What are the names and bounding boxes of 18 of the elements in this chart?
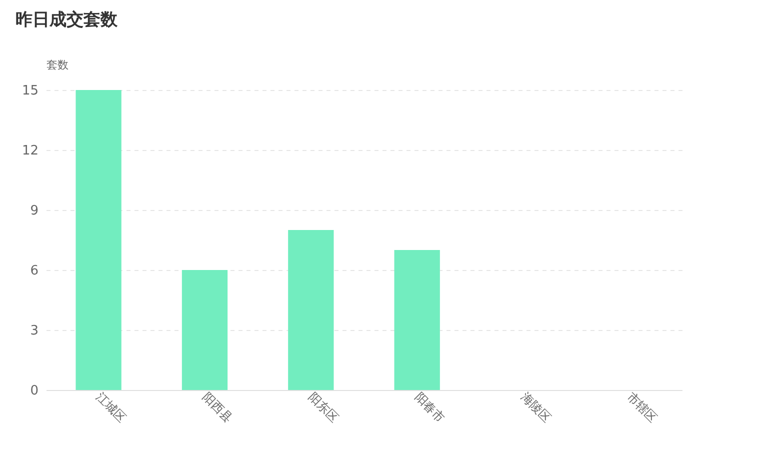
x-tick-label: 阳西县 xyxy=(200,390,236,425)
x-tick-label: 海陵区 xyxy=(518,390,554,425)
chart-title: 昨日成交套数 xyxy=(15,10,118,30)
bar xyxy=(76,90,122,390)
x-tick-label: 阳东区 xyxy=(306,390,342,425)
y-tick-label: 12 xyxy=(22,144,38,158)
y-tick-label: 0 xyxy=(30,384,38,398)
bar xyxy=(288,230,334,390)
x-tick-label: 市辖区 xyxy=(624,390,660,425)
y-tick-label: 3 xyxy=(30,324,38,338)
y-tick-label: 9 xyxy=(30,204,38,218)
x-tick-label: 江城区 xyxy=(94,390,129,425)
x-tick-label: 阳春市 xyxy=(412,390,448,425)
bar xyxy=(394,250,440,390)
y-tick-label: 6 xyxy=(30,264,38,278)
y-axis-title: 套数 xyxy=(46,58,68,72)
y-tick-label: 15 xyxy=(22,84,38,98)
bar xyxy=(182,270,228,390)
